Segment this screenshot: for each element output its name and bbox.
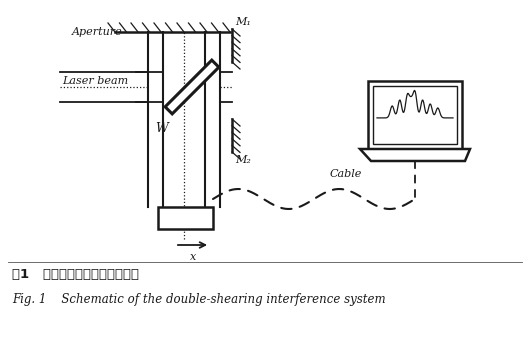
Bar <box>368 81 462 149</box>
Text: x: x <box>190 252 196 262</box>
Text: M₁: M₁ <box>235 17 251 27</box>
Text: 图1   双向剪切干涉仪系统原理图: 图1 双向剪切干涉仪系统原理图 <box>12 269 139 281</box>
Text: Cable: Cable <box>330 169 363 179</box>
Text: CCD: CCD <box>170 212 201 224</box>
Text: Laser beam: Laser beam <box>62 76 128 86</box>
Text: Computer: Computer <box>387 136 443 146</box>
Text: Aperture: Aperture <box>72 27 123 37</box>
Text: Fig. 1    Schematic of the double-shearing interference system: Fig. 1 Schematic of the double-shearing … <box>12 293 386 306</box>
Bar <box>373 86 457 144</box>
Polygon shape <box>360 149 470 161</box>
Text: M₂: M₂ <box>235 155 251 165</box>
Bar <box>158 207 213 229</box>
Text: W: W <box>156 122 169 135</box>
Polygon shape <box>165 60 219 114</box>
